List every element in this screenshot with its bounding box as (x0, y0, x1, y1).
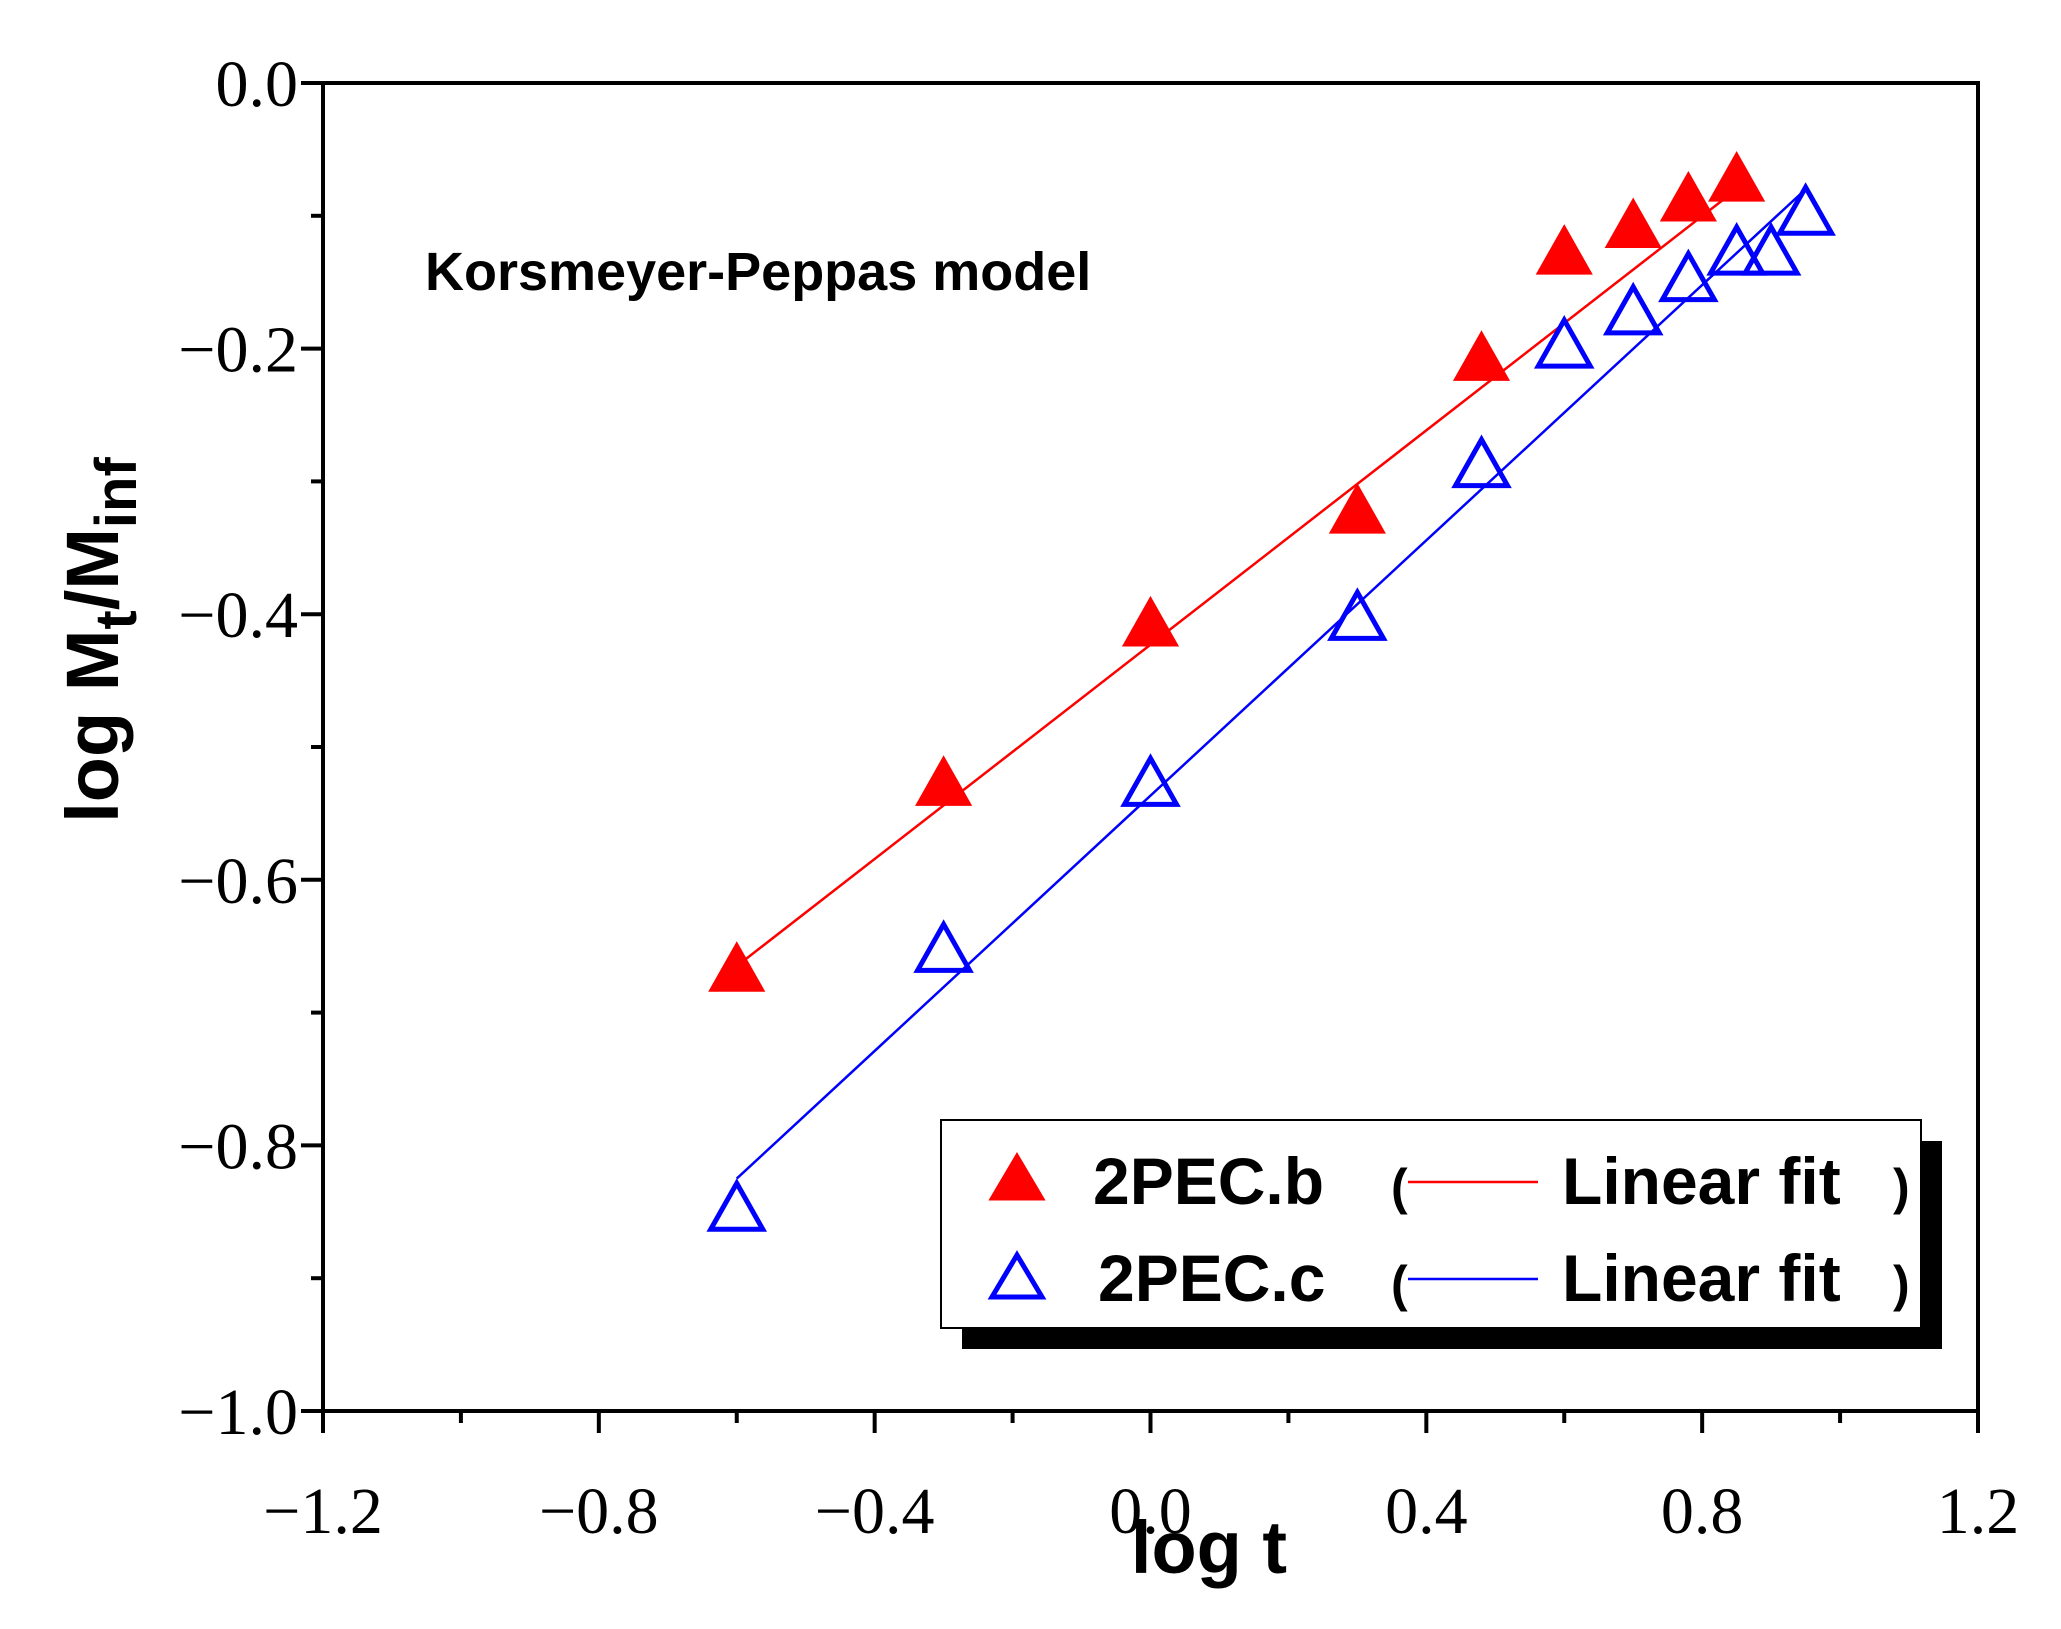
legend-label-2pec-c: 2PEC.c (1098, 1241, 1325, 1315)
fit-lines (735, 188, 1807, 1180)
data-point-2pec-b (915, 755, 973, 806)
data-point-2pec-c (1706, 222, 1767, 276)
data-point-2pec-b (1604, 197, 1662, 249)
data-point-2pec-b (1121, 595, 1180, 647)
data-point-2pec-c (706, 1178, 768, 1232)
data-point-2pec-c (1775, 182, 1836, 236)
legend-fit-label-2pec-c: Linear fit (1562, 1241, 1841, 1315)
legend-marker-2pec-c (987, 1250, 1047, 1300)
data-point-2pec-c (1327, 587, 1388, 641)
x-tick-label: −0.8 (539, 1475, 659, 1548)
data-point-2pec-c (1658, 248, 1719, 303)
data-point-2pec-b (1328, 483, 1386, 534)
legend-marker-2pec-b (988, 1152, 1046, 1201)
data-point-2pec-c (1451, 434, 1512, 489)
legend-entry-2pec-b: 2PEC.b ( Linear fit ) (988, 1144, 1910, 1218)
legend-paren-open-2pec-b: ( (1391, 1159, 1408, 1215)
y-axis-title-sub2: inf (84, 457, 149, 529)
legend-paren-close-2pec-b: ) (1893, 1159, 1910, 1215)
data-point-2pec-c (1740, 222, 1802, 276)
data-point-2pec-b (1708, 151, 1766, 202)
data-point-2pec-b (1452, 330, 1511, 381)
data-point-2pec-b (1659, 170, 1717, 222)
y-tick-label: −0.4 (178, 579, 298, 652)
fit-line-2pec-b (735, 188, 1738, 968)
x-tick-label: −1.2 (263, 1475, 383, 1548)
y-tick-label: −0.2 (178, 314, 298, 387)
legend-label-2pec-b: 2PEC.b (1093, 1144, 1324, 1218)
x-tick-label: 0.0 (1109, 1475, 1192, 1548)
axis-ticks (301, 81, 1980, 1433)
data-point-2pec-b (1535, 224, 1593, 275)
y-axis-title-mid: /M (51, 528, 134, 610)
x-tick-label: 1.2 (1937, 1475, 2020, 1548)
x-tick-label: 0.4 (1385, 1475, 1468, 1548)
legend-box (940, 1119, 1922, 1329)
data-point-2pec-b (708, 941, 766, 992)
data-point-2pec-c (1602, 281, 1664, 336)
y-tick-label: 0.0 (216, 48, 299, 121)
legend: 2PEC.b ( Linear fit ) 2PEC.c ( Linear fi… (940, 1119, 1942, 1349)
x-axis-title: log t (1131, 1506, 1287, 1589)
fit-line-2pec-c (735, 188, 1807, 1180)
x-tick-label: −0.4 (815, 1475, 935, 1548)
data-markers (706, 151, 1836, 1232)
legend-paren-open-2pec-c: ( (1391, 1256, 1408, 1312)
y-axis-title: log Mt/Minf (51, 457, 149, 823)
legend-entry-2pec-c: 2PEC.c ( Linear fit ) (987, 1241, 1910, 1315)
data-point-2pec-c (913, 919, 974, 973)
y-tick-label: −0.6 (178, 845, 298, 918)
legend-paren-close-2pec-c: ) (1893, 1256, 1910, 1312)
y-axis-title-sub1: t (84, 610, 149, 629)
data-point-2pec-c (1533, 314, 1595, 369)
y-axis-title-prefix: log M (51, 630, 134, 823)
legend-fit-label-2pec-b: Linear fit (1562, 1144, 1841, 1218)
x-tick-label: 0.8 (1661, 1475, 1744, 1548)
axis-tick-labels: −1.2 −0.8 −0.4 0.0 0.4 0.8 1.2 0.0 −0.2 −0.4 −0.6 −… (178, 48, 2019, 1548)
data-point-2pec-c (1120, 753, 1181, 807)
y-tick-label: −1.0 (178, 1376, 298, 1449)
y-tick-label: −0.8 (178, 1110, 298, 1183)
chart-annotation: Korsmeyer-Peppas model (425, 242, 1091, 302)
